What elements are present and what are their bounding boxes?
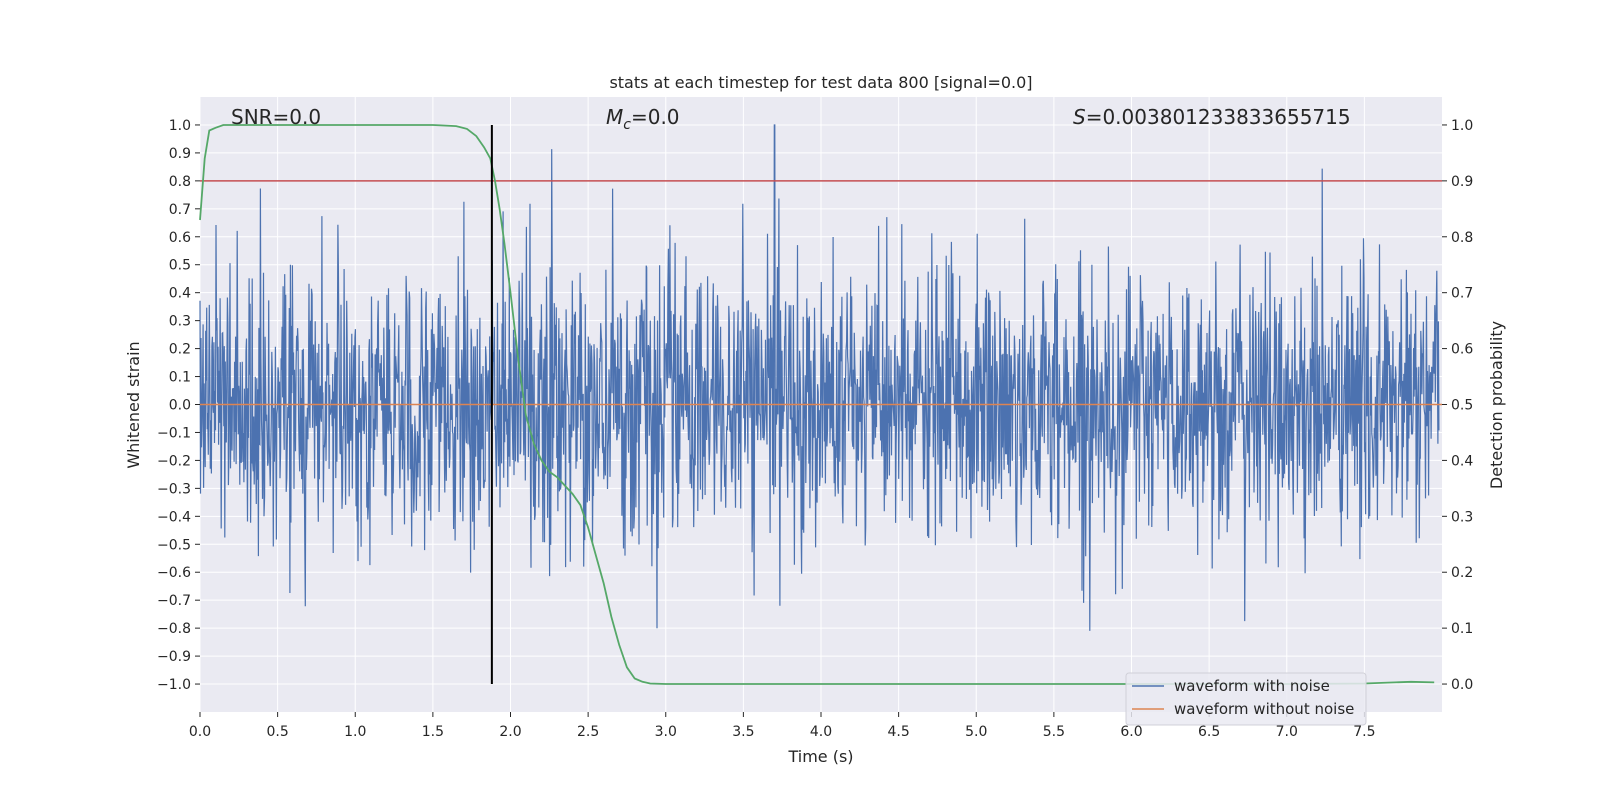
y-tick-label: −0.1 [157,425,191,441]
y2-axis-ticks: 1.0 0.9 0.8 0.7 0.6 0.5 0.4 0.3 0.2 0.1 0.0 [1442,118,1473,693]
x-tick-label: 4.0 [810,724,832,740]
y2-tick-label: 0.6 [1451,342,1473,358]
legend-box [1125,672,1367,726]
y-tick-label: −0.6 [157,565,191,581]
legend-label-clean: waveform without noise [1174,700,1354,718]
y-tick-label: −0.2 [157,453,191,469]
x-tick-label: 3.5 [732,724,754,740]
y-tick-label: 0.3 [169,314,191,330]
y2-tick-label: 1.0 [1451,118,1473,134]
x-tick-label: 7.5 [1353,724,1375,740]
y-tick-label: −0.8 [157,621,191,637]
y-tick-label: −0.3 [157,481,191,497]
x-tick-label: 0.5 [266,724,288,740]
y-axis-ticks: 1.0 0.9 0.8 0.7 0.6 0.5 0.4 0.3 0.2 0.1 0.0 −0.1 −0.… [157,118,200,693]
series-detection-probability [199,124,1435,685]
y-tick-label: 0.1 [169,370,191,386]
y2-tick-label: 0.5 [1451,398,1473,414]
annotation-snr: SNR=0.0 [231,105,321,129]
x-tick-label: 5.0 [965,724,987,740]
y-tick-label: −0.5 [157,537,191,553]
noise-waveform-path [199,124,1440,631]
y-tick-label: −0.7 [157,593,191,609]
y-tick-label: 0.2 [169,342,191,358]
y2-axis-label: Detection probability [1487,321,1506,489]
probability-path [199,124,1435,685]
y-tick-label: 0.7 [169,202,191,218]
x-tick-label: 4.5 [887,724,909,740]
y2-tick-label: 0.4 [1451,453,1473,469]
x-tick-label: 2.5 [577,724,599,740]
annotation-mc-value: =0.0 [631,105,680,129]
y-tick-label: 0.9 [169,146,191,162]
x-tick-label: 6.0 [1120,724,1142,740]
x-tick-label: 7.0 [1276,724,1298,740]
x-tick-label: 1.5 [422,724,444,740]
annotation-mc: Mc=0.0 [606,105,680,133]
y-tick-label: 0.6 [169,230,191,246]
y-axis-label: Whitened strain [124,341,143,468]
x-axis-label: Time (s) [787,747,853,766]
y-tick-label: −0.4 [157,509,191,525]
x-axis-ticks: 0.0 0.5 1.0 1.5 2.0 2.5 3.0 3.5 4.0 4.5 5.0 5.5 6.0 6… [189,712,1376,740]
chart-title: stats at each timestep for test data 800… [609,73,1032,92]
x-tick-label: 2.0 [499,724,521,740]
x-tick-label: 6.5 [1198,724,1220,740]
legend-label-noise: waveform with noise [1174,677,1330,695]
x-tick-label: 1.0 [344,724,366,740]
y-tick-label: 0.5 [169,258,191,274]
legend: waveform with noise waveform without noi… [1125,672,1367,726]
annotation-s-value: =0.003801233833655715 [1086,105,1351,129]
annotation-s-symbol: S [1073,105,1086,129]
y2-tick-label: 0.1 [1451,621,1473,637]
x-tick-label: 0.0 [189,724,211,740]
x-tick-label: 3.0 [655,724,677,740]
y2-tick-label: 0.2 [1451,565,1473,581]
y2-tick-label: 0.3 [1451,509,1473,525]
annotation-mc-symbol: M [606,105,623,129]
y2-tick-label: 0.8 [1451,230,1473,246]
annotation-mc-subscript: c [623,117,631,133]
y-tick-label: 0.0 [169,398,191,414]
y2-tick-label: 0.7 [1451,286,1473,302]
annotation-s: S=0.003801233833655715 [1073,105,1351,129]
x-tick-label: 5.5 [1043,724,1065,740]
y2-tick-label: 0.0 [1451,677,1473,693]
y-tick-label: −0.9 [157,649,191,665]
y-tick-label: −1.0 [157,677,191,693]
y-tick-label: 1.0 [169,118,191,134]
y2-tick-label: 0.9 [1451,174,1473,190]
series-waveform-with-noise [199,124,1440,631]
y-tick-label: 0.8 [169,174,191,190]
y-tick-label: 0.4 [169,286,191,302]
